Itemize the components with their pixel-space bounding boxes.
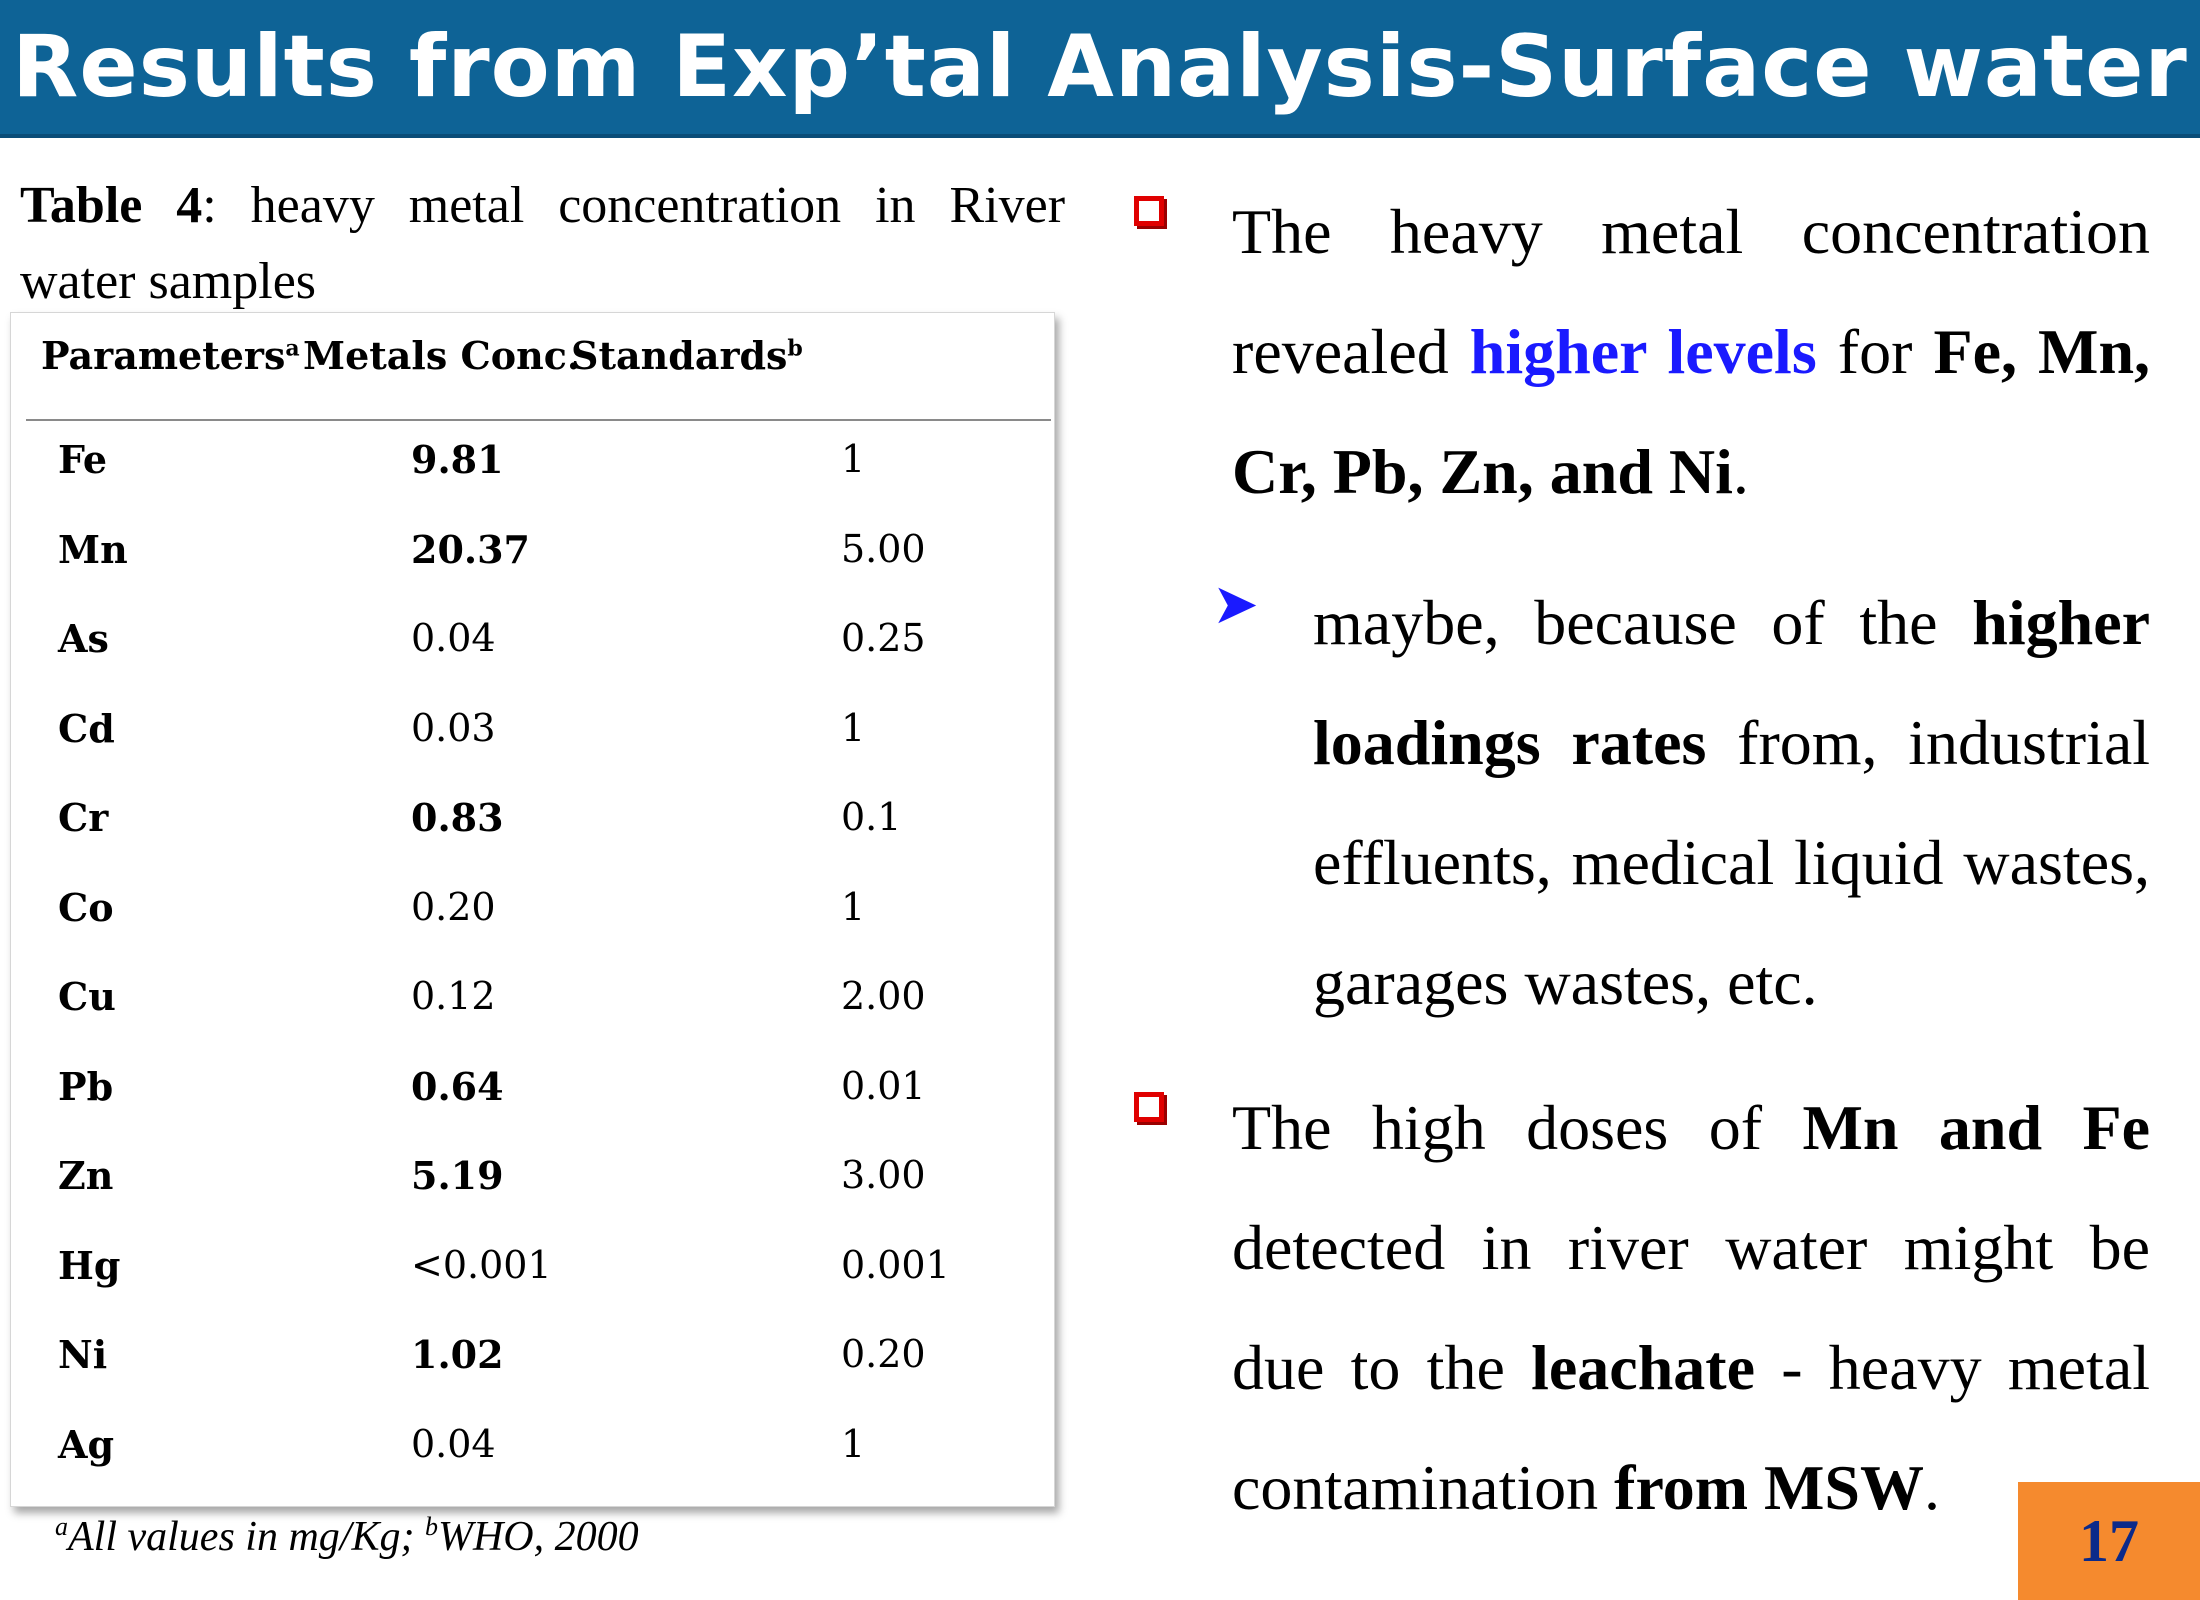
bullet-2-bold-3: from MSW [1614, 1452, 1924, 1523]
table-caption-label: Table 4 [20, 177, 203, 234]
page-number: 17 [2018, 1482, 2200, 1600]
sub-bullet-text-2: from, industrial effluents, medical liqu… [1313, 707, 2150, 1018]
cell-standard: 0.25 [841, 616, 926, 660]
footnote-sup-a: a [55, 1512, 68, 1541]
cell-metal-conc: 0.83 [411, 795, 504, 840]
cell-metal-conc: 9.81 [411, 437, 504, 482]
table-row: Ag 0.04 1 [11, 1408, 1054, 1498]
square-bullet-icon [1134, 196, 1164, 226]
title-bar: Results from Exp’tal Analysis-Surface wa… [0, 0, 2200, 138]
table-row: Mn 20.37 5.00 [11, 513, 1054, 603]
cell-standard: 1 [841, 437, 866, 481]
header-standards-label: Standards [571, 333, 788, 378]
table-caption: Table 4: heavy metal concentration in Ri… [20, 168, 1065, 320]
bullet-1-text-2: for [1816, 316, 1934, 387]
cell-parameter: Pb [58, 1063, 114, 1109]
bullet-2-bold-2: leachate [1531, 1332, 1755, 1403]
footnote-sup-b: b [424, 1512, 438, 1541]
table-row: As 0.04 0.25 [11, 602, 1054, 692]
cell-standard: 2.00 [841, 974, 926, 1018]
bullet-2-text-4: . [1924, 1452, 1940, 1523]
table-row: Hg <0.001 0.001 [11, 1229, 1054, 1319]
cell-parameter: Cu [58, 974, 116, 1019]
table-row: Fe 9.81 1 [11, 423, 1054, 513]
header-metals-conc: Metals Conc. [303, 333, 581, 378]
sub-bullet-bold: higher loadings rates [1313, 587, 2150, 778]
cell-metal-conc: 0.04 [411, 616, 496, 660]
cell-parameter: Cr [58, 795, 109, 840]
cell-parameter: Ni [58, 1332, 108, 1377]
cell-standard: 0.001 [841, 1242, 950, 1287]
cell-standard: 0.1 [841, 795, 902, 839]
table-row: Ni 1.02 0.20 [11, 1318, 1054, 1408]
table-caption-text: : heavy metal concentration in River wat… [20, 177, 1066, 310]
square-bullet-icon [1134, 1092, 1164, 1122]
cell-parameter: Hg [58, 1242, 121, 1288]
cell-standard: 1 [841, 1421, 866, 1466]
metals-table: Parametersa Metals Conc. Standardsb Fe 9.… [10, 312, 1055, 1507]
table-body: Fe 9.81 1 Mn 20.37 5.00 As 0.04 0.25 Cd 0.03 1 Cr 0.8… [11, 423, 1054, 1497]
slide-title: Results from Exp’tal Analysis-Surface wa… [12, 17, 2188, 117]
header-parameters-sup: a [285, 335, 300, 362]
cell-metal-conc: <0.001 [411, 1242, 552, 1287]
cell-metal-conc: 5.19 [411, 1153, 504, 1198]
cell-metal-conc: 0.03 [411, 705, 496, 750]
cell-metal-conc: 0.20 [411, 884, 496, 929]
cell-standard: 0.01 [841, 1063, 926, 1108]
cell-parameter: Ag [58, 1421, 115, 1467]
cell-parameter: Zn [58, 1153, 114, 1198]
cell-metal-conc: 0.64 [411, 1063, 504, 1109]
bullet-1-highlight: higher levels [1469, 316, 1817, 387]
table-row: Co 0.20 1 [11, 871, 1054, 961]
cell-parameter: Mn [58, 526, 128, 572]
header-rule [26, 419, 1051, 421]
table-row: Zn 5.19 3.00 [11, 1139, 1054, 1229]
cell-standard: 1 [841, 705, 866, 750]
cell-metal-conc: 0.04 [411, 1421, 496, 1466]
bullet-2: The high doses of Mn and Fe detected in … [1232, 1068, 2150, 1548]
cell-parameter: Cd [58, 705, 115, 751]
cell-standard: 0.20 [841, 1332, 926, 1376]
header-standards-sup: b [787, 335, 803, 362]
table-row: Cr 0.83 0.1 [11, 781, 1054, 871]
table-row: Cu 0.12 2.00 [11, 960, 1054, 1050]
cell-parameter: Co [58, 884, 114, 930]
bullet-1-bold: Fe, Mn, Cr, Pb, Zn, and Ni [1232, 316, 2151, 507]
cell-standard: 3.00 [841, 1153, 926, 1197]
sub-bullet: maybe, because of the higher loadings ra… [1313, 563, 2150, 1043]
cell-standard: 1 [841, 884, 866, 929]
table-row: Cd 0.03 1 [11, 692, 1054, 782]
header-parameters-label: Parameters [41, 333, 286, 378]
cell-metal-conc: 20.37 [411, 526, 530, 572]
cell-metal-conc: 0.12 [411, 974, 496, 1018]
bullet-1-text-3: . [1732, 436, 1749, 507]
bullet-2-text-2: detected in river water might be due to … [1232, 1212, 2150, 1403]
bullet-2-text-3: - heavy metal contamination [1232, 1332, 2150, 1523]
bullet-1-text-1: The heavy metal concentration revealed [1232, 196, 2150, 387]
table-row: Pb 0.64 0.01 [11, 1050, 1054, 1140]
cell-parameter: As [58, 616, 109, 661]
header-parameters: Parametersa [41, 333, 300, 378]
footnote-text-b: WHO, 2000 [437, 1514, 639, 1560]
sub-bullet-text-1: maybe, because of the [1313, 587, 1973, 658]
cell-parameter: Fe [58, 437, 108, 482]
arrowhead-bullet-icon: ➤ [1212, 572, 1259, 637]
footnote-text-a: All values in mg/Kg; [68, 1514, 425, 1560]
cell-metal-conc: 1.02 [411, 1332, 504, 1377]
bullet-2-bold-1: Mn and Fe [1802, 1092, 2151, 1163]
table-footnote: aAll values in mg/Kg; bWHO, 2000 [55, 1512, 639, 1561]
bullet-1: The heavy metal concentration revealed h… [1232, 172, 2150, 532]
table-header: Parametersa Metals Conc. Standardsb [11, 313, 1054, 418]
header-standards: Standardsb [571, 333, 803, 378]
cell-standard: 5.00 [841, 526, 926, 571]
bullet-2-text-1: The high doses of [1232, 1092, 1803, 1163]
